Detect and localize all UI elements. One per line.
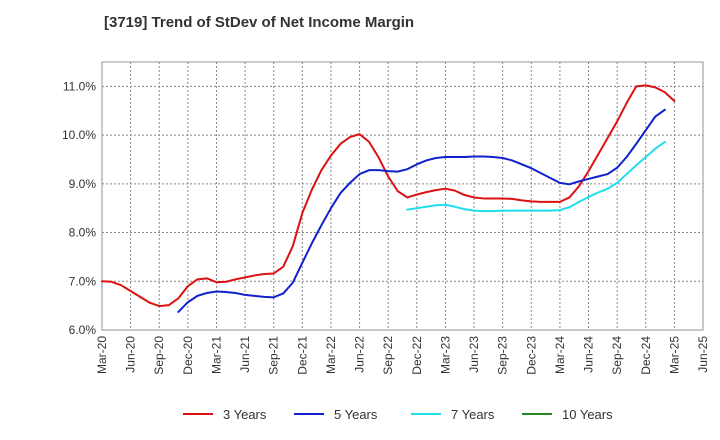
legend-label: 3 Years (223, 407, 267, 422)
y-tick-label: 7.0% (69, 274, 97, 288)
x-tick-label: Sep-21 (267, 336, 281, 375)
x-tick-label: Sep-20 (152, 336, 166, 375)
axis-layer: 6.0% 7.0% 8.0% 9.0% 10.0% 11.0% Mar-20 Jun-20 Se… (62, 79, 710, 374)
grid-layer (101, 61, 704, 331)
y-tick-label: 10.0% (62, 128, 96, 142)
series-line-3-years (101, 84, 676, 308)
x-tick-label: Jun-23 (467, 336, 481, 373)
x-tick-label: Jun-20 (124, 336, 138, 373)
x-tick-label: Mar-21 (209, 336, 223, 374)
x-tick-label: Mar-23 (438, 336, 452, 374)
x-tick-label: Sep-24 (610, 336, 624, 375)
x-tick-label: Dec-21 (295, 336, 309, 375)
y-tick-label: 8.0% (69, 226, 97, 240)
series-layer (101, 84, 676, 313)
legend-label: 7 Years (451, 407, 495, 422)
x-tick-label: Mar-20 (95, 336, 109, 374)
x-tick-label: Jun-22 (353, 336, 367, 373)
series-line-5-years (177, 108, 666, 313)
y-tick-label: 11.0% (63, 79, 96, 93)
x-tick-label: Jun-25 (696, 336, 710, 373)
legend-label: 5 Years (334, 407, 378, 422)
x-tick-label: Sep-22 (381, 336, 395, 375)
plot-frame (101, 61, 704, 331)
y-tick-label: 6.0% (69, 323, 97, 337)
y-tick-label: 9.0% (69, 177, 97, 191)
x-tick-label: Dec-23 (524, 336, 538, 375)
x-tick-label: Sep-23 (496, 336, 510, 375)
x-tick-label: Dec-24 (639, 336, 653, 375)
x-tick-label: Jun-24 (582, 336, 596, 373)
x-tick-label: Jun-21 (238, 336, 252, 373)
legend-label: 10 Years (562, 407, 613, 422)
x-tick-label: Dec-22 (410, 336, 424, 375)
x-tick-label: Mar-25 (667, 336, 681, 374)
x-tick-label: Mar-22 (324, 336, 338, 374)
x-tick-label: Mar-24 (553, 336, 567, 374)
x-tick-label: Dec-20 (181, 336, 195, 375)
legend-layer: 3 Years 5 Years 7 Years 10 Years (183, 407, 613, 422)
chart-title: [3719] Trend of StDev of Net Income Marg… (104, 14, 415, 31)
series-line-7-years (406, 140, 666, 213)
